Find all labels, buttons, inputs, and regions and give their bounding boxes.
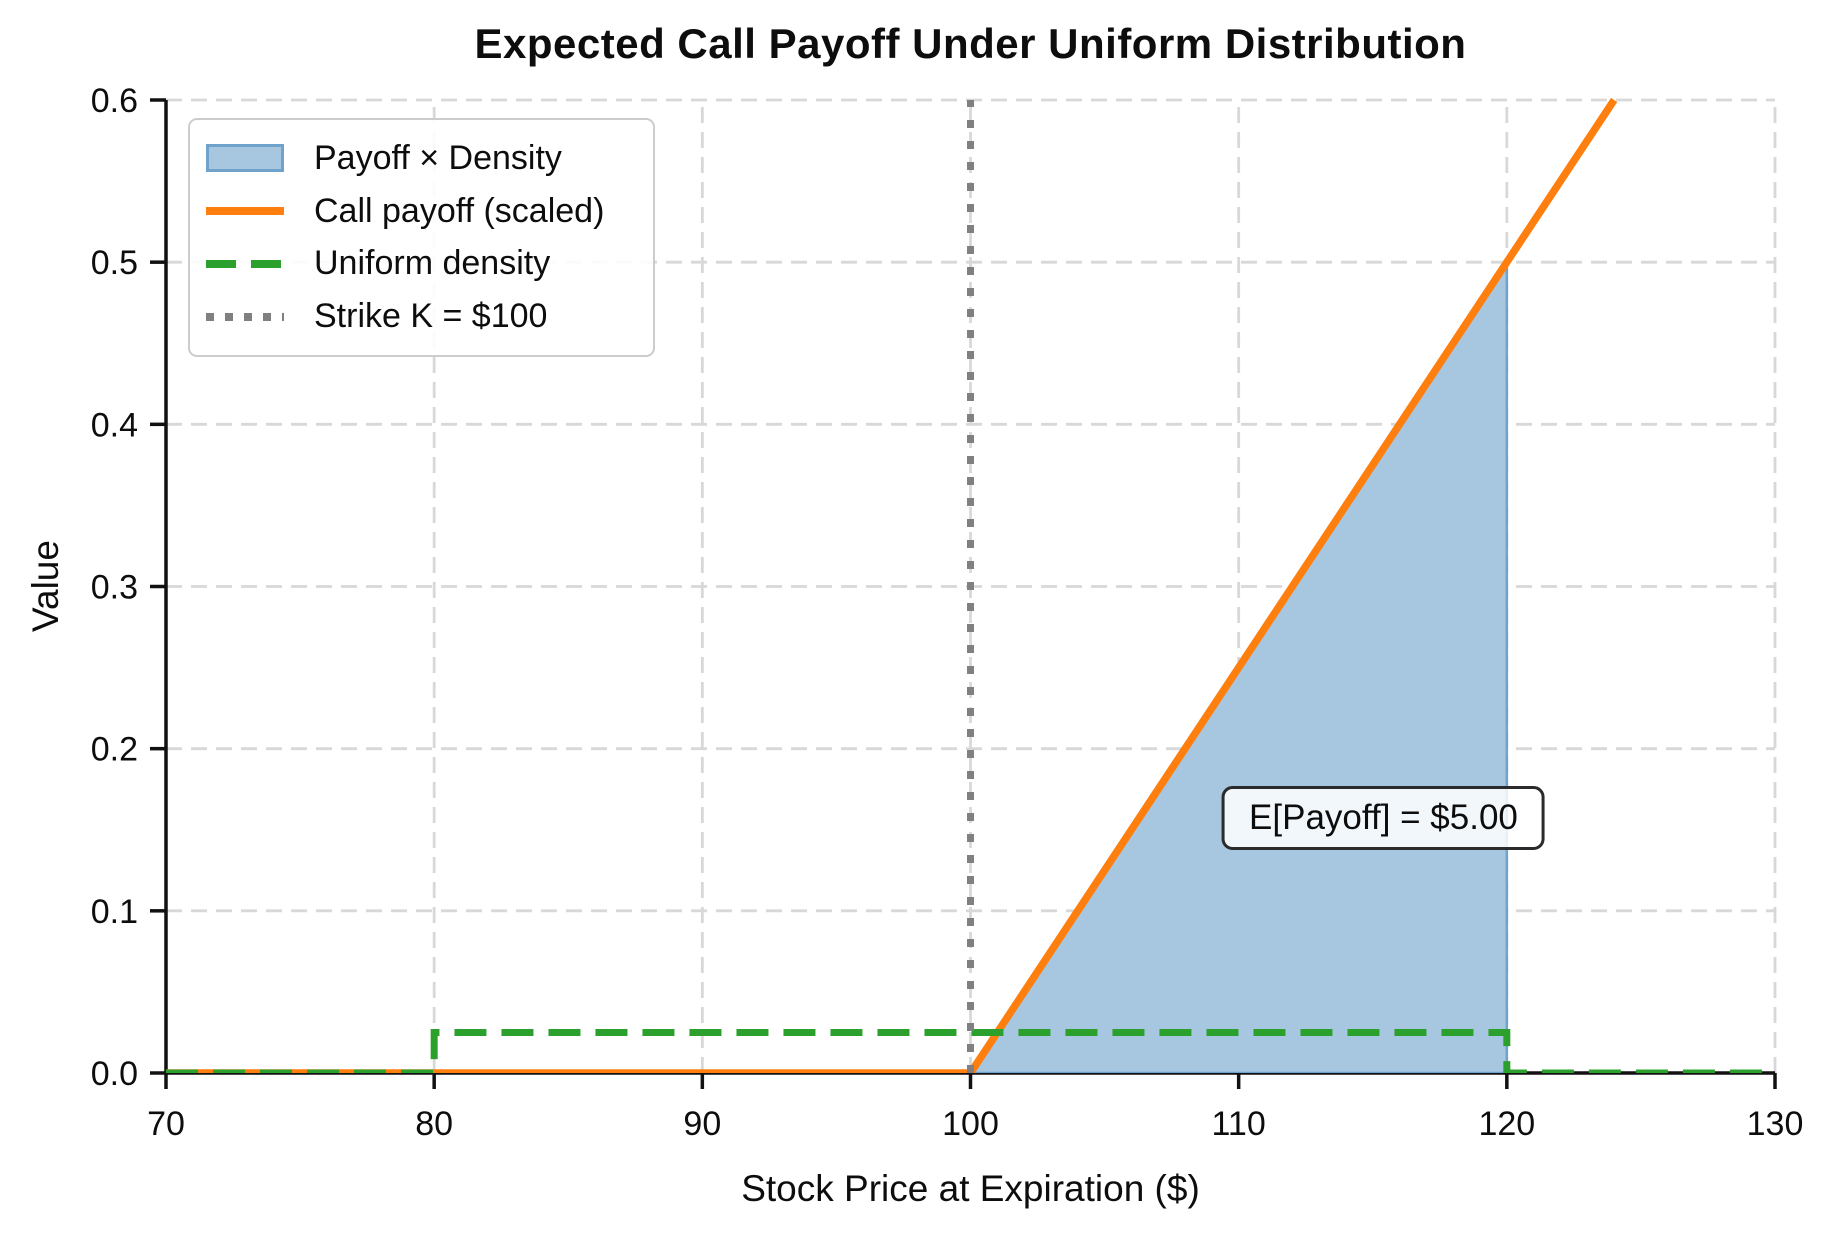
y-tick-label: 0.4: [91, 406, 138, 444]
call-payoff-swatch-icon: [206, 207, 284, 216]
x-tick-label: 120: [1478, 1105, 1535, 1143]
x-axis-label: Stock Price at Expiration ($): [741, 1168, 1200, 1209]
y-tick-label: 0.6: [91, 82, 138, 120]
tick-labels: 70 80 90 100 110 120 130 0.0 0.1 0.2 0.3 0.4 0.5 0.6: [91, 82, 1804, 1143]
y-tick-label: 0.5: [91, 244, 138, 282]
legend-row-uniform-density: Uniform density: [206, 244, 637, 283]
legend-label-call-payoff: Call payoff (scaled): [314, 191, 605, 230]
x-tick-label: 70: [147, 1105, 185, 1143]
legend-label-payoff-density: Payoff × Density: [314, 138, 562, 177]
legend-label-uniform-density: Uniform density: [314, 244, 551, 283]
y-tick-label: 0.2: [91, 731, 138, 769]
y-tick-label: 0.3: [91, 569, 138, 607]
call-payoff-line: [166, 97, 1618, 1073]
payoff-density-swatch-icon: [206, 144, 284, 173]
legend-label-strike: Strike K = $100: [314, 297, 548, 336]
strike-swatch-icon: [206, 312, 284, 321]
x-tick-label: 130: [1747, 1105, 1804, 1143]
y-tick-label: 0.0: [91, 1055, 138, 1093]
chart-title: Expected Call Payoff Under Uniform Distr…: [474, 20, 1467, 67]
uniform-density-swatch-icon: [206, 259, 284, 268]
x-tick-label: 110: [1212, 1105, 1266, 1143]
legend-row-strike: Strike K = $100: [206, 297, 637, 336]
x-tick-label: 80: [415, 1105, 453, 1143]
legend-row-payoff-density: Payoff × Density: [206, 139, 637, 178]
x-tick-label: 90: [683, 1105, 721, 1143]
x-tick-label: 100: [942, 1105, 999, 1143]
y-tick-label: 0.1: [91, 893, 138, 931]
legend-row-call-payoff: Call payoff (scaled): [206, 192, 637, 231]
y-axis-label: Value: [25, 540, 66, 632]
legend: Payoff × Density Call payoff (scaled) Un…: [188, 118, 655, 357]
expected-payoff-annotation: E[Payoff] = $5.00: [1222, 786, 1545, 851]
